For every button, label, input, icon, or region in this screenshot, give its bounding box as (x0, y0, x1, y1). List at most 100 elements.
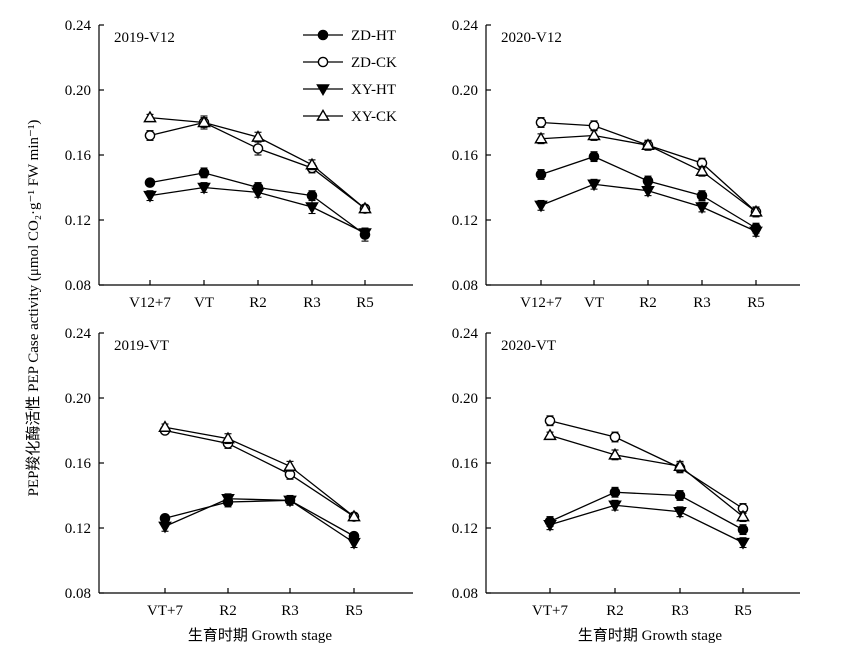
data-point (543, 520, 557, 532)
data-point (641, 138, 655, 150)
x-tick-label: R5 (345, 603, 363, 619)
series-line (164, 426, 355, 518)
series-xy-ht (534, 178, 763, 239)
data-point (158, 420, 172, 432)
data-point (588, 151, 600, 162)
panel-title: 2020-V12 (501, 30, 562, 46)
x-tick-label: R5 (356, 295, 374, 311)
y-tick-label: 0.16 (65, 456, 92, 472)
data-point (673, 459, 687, 471)
data-point (608, 500, 622, 513)
data-point (587, 128, 601, 141)
data-point (347, 509, 361, 522)
y-tick-label: 0.16 (452, 456, 479, 472)
data-point (197, 115, 211, 128)
data-point (695, 164, 709, 176)
series-line (549, 434, 744, 518)
chart-panel-2019-vt: 0.08 0.12 0.16 0.20 0.24 VT+7 R2 R3 R5 2019-VT (65, 326, 413, 619)
y-tick-label: 0.24 (65, 18, 92, 34)
x-tick-label: V12+7 (520, 295, 562, 311)
legend-label: ZD-CK (351, 55, 397, 71)
y-tick-label: 0.08 (452, 586, 478, 602)
data-point (535, 169, 547, 180)
data-point (642, 175, 654, 187)
x-tick-label: R2 (219, 603, 237, 619)
series-line (164, 498, 355, 544)
data-point (283, 495, 297, 508)
data-point (674, 490, 686, 501)
x-tick-label: R3 (671, 603, 689, 619)
data-point (198, 167, 210, 179)
data-point (609, 486, 621, 498)
data-point (695, 202, 709, 214)
legend-marker (316, 109, 330, 121)
y-tick-label: 0.20 (452, 83, 478, 99)
panel-title: 2020-VT (501, 338, 556, 354)
x-axis-title-left: 生育时期 Growth stage (188, 627, 332, 644)
data-point (358, 228, 372, 240)
series-zd-ck (535, 117, 762, 218)
x-tick-label: R2 (639, 295, 657, 311)
x-tick-label: V12+7 (129, 295, 171, 311)
series-zd-ht (159, 495, 360, 542)
y-tick-label: 0.12 (65, 213, 91, 229)
y-tick-label: 0.08 (452, 278, 478, 294)
data-point (749, 226, 763, 239)
data-point (608, 447, 622, 460)
data-point (251, 130, 265, 142)
data-point (252, 143, 264, 154)
series-xy-ck (158, 420, 361, 522)
series-zd-ht (544, 486, 749, 536)
y-tick-label: 0.24 (65, 326, 92, 342)
y-tick-label: 0.08 (65, 586, 91, 602)
x-axis-title-right: 生育时期 Growth stage (578, 627, 722, 644)
y-tick-label: 0.08 (65, 278, 91, 294)
legend-item-xy-ck: XY-CK (303, 109, 397, 125)
data-point (358, 201, 372, 214)
series-zd-ck (544, 415, 749, 514)
x-tick-label: VT (194, 295, 214, 311)
y-tick-label: 0.24 (452, 326, 479, 342)
series-line (540, 121, 757, 213)
chart-panel-2020-vt: 0.08 0.12 0.16 0.20 0.24 VT+7 R2 R3 R5 2020-VT (452, 326, 800, 619)
data-point (736, 509, 750, 522)
legend-marker (316, 84, 330, 96)
data-point (143, 110, 157, 123)
legend-label: XY-HT (351, 82, 396, 98)
chart-panel-2019-v12: 0.08 0.12 0.16 0.20 0.24 V12+7 VT R2 R3 R5 2019-V1… (65, 18, 413, 311)
x-tick-label: R3 (281, 603, 299, 619)
data-point (158, 521, 172, 534)
legend-marker (317, 56, 329, 68)
data-point (641, 186, 655, 198)
data-point (221, 494, 235, 506)
legend-item-zd-ck: ZD-CK (303, 55, 397, 71)
series-xy-ht (143, 182, 372, 240)
data-point (283, 459, 297, 471)
y-tick-label: 0.16 (452, 148, 479, 164)
series-zd-ht (144, 167, 371, 242)
data-point (736, 537, 750, 550)
data-point (221, 431, 235, 444)
y-axis-title: PEP羧化酶活性 PEP Case activity (μmol CO₂·g⁻¹… (24, 120, 42, 497)
y-tick-label: 0.12 (65, 521, 91, 537)
data-point (673, 507, 687, 519)
legend: ZD-HT ZD-CK XY-HT XY-CK (303, 28, 397, 125)
panel-title: 2019-V12 (114, 30, 175, 46)
x-tick-label: R5 (734, 603, 752, 619)
x-tick-label: VT (584, 295, 604, 311)
data-point (305, 202, 319, 214)
panel-title: 2019-VT (114, 338, 169, 354)
x-tick-label: R2 (606, 603, 624, 619)
series-xy-ck (143, 110, 372, 214)
data-point (544, 415, 556, 427)
data-point (305, 157, 319, 170)
data-point (587, 179, 601, 192)
legend-item-xy-ht: XY-HT (303, 82, 396, 98)
data-point (251, 187, 265, 200)
series-xy-ck (543, 428, 750, 523)
chart-panel-2020-v12: 0.08 0.12 0.16 0.20 0.24 V12+7 VT R2 R3 R5 2020-V1… (452, 18, 800, 311)
x-tick-label: VT+7 (532, 603, 568, 619)
data-point (534, 131, 548, 144)
y-tick-label: 0.12 (452, 213, 478, 229)
